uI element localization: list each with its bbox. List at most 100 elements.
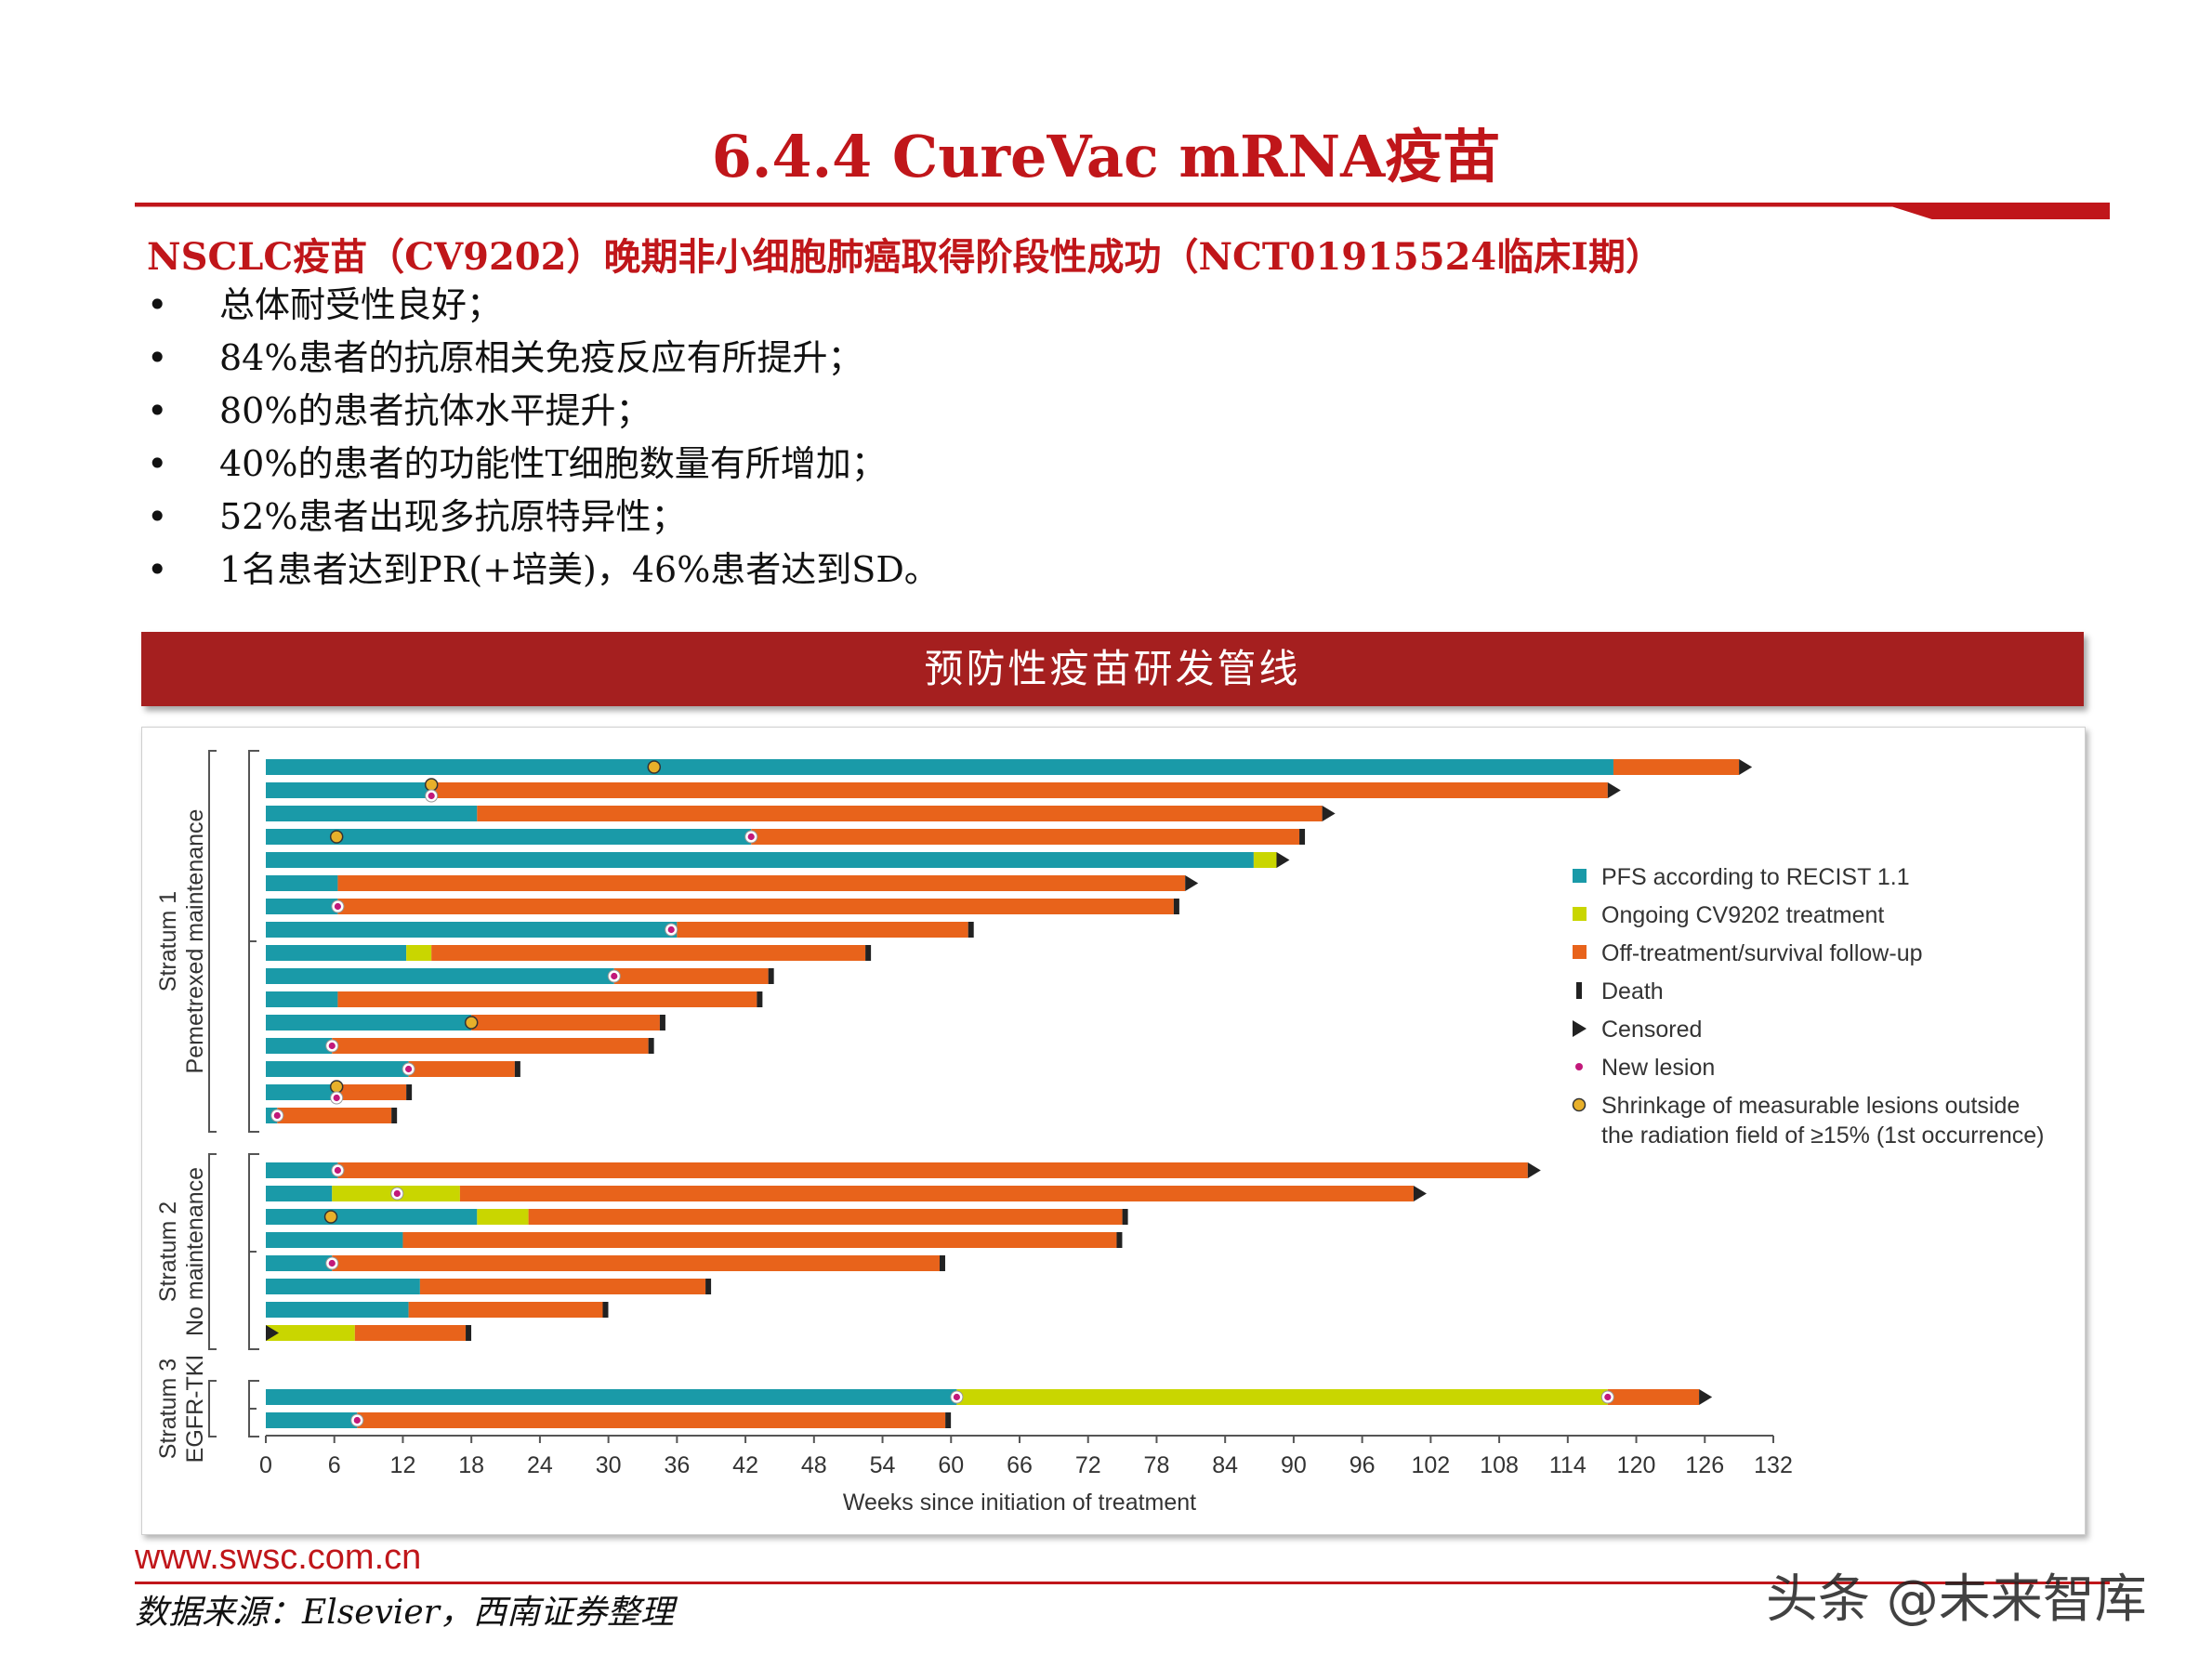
patient-bar-off bbox=[419, 1279, 706, 1294]
patient-bar-pfs bbox=[266, 1209, 478, 1225]
x-tick-label: 126 bbox=[1685, 1452, 1724, 1478]
legend-swatch-new-lesion bbox=[1575, 1063, 1583, 1070]
bullet-symbol: • bbox=[147, 284, 168, 325]
footer-url[interactable]: www.swsc.com.cn bbox=[135, 1538, 422, 1577]
death-marker bbox=[757, 991, 763, 1007]
death-marker bbox=[466, 1325, 472, 1341]
patient-bar-off bbox=[1613, 759, 1740, 775]
stratum-outer-bracket bbox=[208, 1153, 217, 1350]
title-divider bbox=[135, 203, 2110, 219]
legend-swatch-off bbox=[1573, 945, 1587, 959]
patient-bar-pfs bbox=[266, 1038, 333, 1054]
bullet-item: • 总体耐受性良好； bbox=[147, 279, 940, 332]
stratum-label: Stratum 3 bbox=[155, 1359, 181, 1459]
new-lesion-marker bbox=[353, 1416, 361, 1424]
x-tick-label: 18 bbox=[458, 1452, 484, 1478]
stratum-sublabel: No maintenance bbox=[182, 1167, 208, 1336]
stratum-label: Stratum 1 bbox=[155, 891, 181, 991]
death-marker bbox=[705, 1279, 712, 1294]
footer-divider bbox=[135, 1582, 2110, 1584]
patient-bar-pfs bbox=[266, 1162, 338, 1178]
x-tick-label: 114 bbox=[1549, 1452, 1587, 1478]
new-lesion-marker bbox=[328, 1259, 336, 1267]
patient-bar-off bbox=[677, 922, 968, 938]
new-lesion-marker bbox=[953, 1393, 961, 1401]
patient-bar-off bbox=[332, 1038, 649, 1054]
watermark: 头条 @未来智库 bbox=[1766, 1569, 2147, 1630]
patient-bar-off bbox=[354, 1325, 467, 1341]
patient-bar-off bbox=[477, 806, 1323, 821]
x-tick-label: 48 bbox=[801, 1452, 827, 1478]
patient-bar-pfs bbox=[266, 899, 338, 914]
bullet-item: • 84%患者的抗原相关免疫反应有所提升； bbox=[147, 332, 940, 385]
legend-label: the radiation field of ≥15% (1st occurre… bbox=[1601, 1122, 2044, 1149]
x-tick-label: 108 bbox=[1480, 1452, 1519, 1478]
bullet-item: • 1名患者达到PR(+培美)，46%患者达到SD。 bbox=[147, 544, 940, 597]
death-marker bbox=[602, 1302, 609, 1318]
patient-bar-off bbox=[336, 1084, 407, 1100]
bullet-text: 1名患者达到PR(+培美)，46%患者达到SD。 bbox=[219, 549, 940, 590]
death-marker bbox=[648, 1038, 654, 1054]
stratum-sublabel: EGFR-TKI bbox=[182, 1355, 208, 1464]
legend-label: Death bbox=[1601, 978, 1664, 1004]
patient-bar-pfs bbox=[266, 782, 432, 798]
bullet-symbol: • bbox=[147, 549, 168, 590]
patient-bar-off bbox=[528, 1209, 1123, 1225]
x-tick-label: 30 bbox=[596, 1452, 622, 1478]
patient-bar-pfs bbox=[266, 852, 1254, 868]
death-marker bbox=[945, 1412, 952, 1428]
x-tick-label: 54 bbox=[870, 1452, 896, 1478]
bullet-text: 84%患者的抗原相关免疫反应有所提升； bbox=[219, 337, 863, 378]
patient-bar-off bbox=[471, 1015, 660, 1030]
x-tick-label: 42 bbox=[732, 1452, 758, 1478]
x-tick-label: 72 bbox=[1075, 1452, 1101, 1478]
legend-swatch-death bbox=[1576, 982, 1582, 999]
patient-bar-ongoing bbox=[477, 1209, 529, 1225]
censored-marker bbox=[1185, 875, 1199, 891]
patient-bar-off bbox=[431, 945, 866, 961]
legend-swatch-pfs bbox=[1573, 869, 1587, 883]
patient-bar-pfs bbox=[266, 1389, 957, 1405]
x-tick-label: 120 bbox=[1617, 1452, 1656, 1478]
shrinkage-marker bbox=[329, 1080, 344, 1094]
patient-bar-off bbox=[613, 968, 769, 984]
patient-bar-pfs bbox=[266, 1232, 403, 1248]
new-lesion-marker bbox=[667, 925, 675, 934]
patient-bar-off bbox=[337, 1162, 1528, 1178]
patient-bar-off bbox=[408, 1302, 603, 1318]
legend-label: PFS according to RECIST 1.1 bbox=[1601, 864, 1910, 890]
stratum-sublabel: Pemetrexed maintenance bbox=[182, 809, 208, 1074]
patient-bar-off bbox=[337, 875, 1186, 891]
shrinkage-marker bbox=[323, 1210, 338, 1224]
death-marker bbox=[1116, 1232, 1123, 1248]
bullet-symbol: • bbox=[147, 390, 168, 431]
patient-bar-ongoing bbox=[266, 1325, 355, 1341]
death-marker bbox=[391, 1108, 398, 1123]
x-tick-label: 36 bbox=[664, 1452, 690, 1478]
stratum-outer-bracket bbox=[208, 750, 217, 1133]
new-lesion-marker bbox=[333, 1094, 340, 1102]
x-tick-label: 24 bbox=[527, 1452, 553, 1478]
death-marker bbox=[514, 1061, 520, 1077]
x-tick-label: 132 bbox=[1754, 1452, 1793, 1478]
bullet-item: • 52%患者出现多抗原特异性； bbox=[147, 491, 940, 544]
legend-label: Shrinkage of measurable lesions outside bbox=[1601, 1093, 2020, 1119]
censored-marker bbox=[266, 1325, 279, 1341]
patient-bar-pfs bbox=[266, 759, 1613, 775]
x-tick-label: 78 bbox=[1144, 1452, 1170, 1478]
patient-bar-ongoing bbox=[956, 1389, 1608, 1405]
patient-bar-off bbox=[337, 991, 757, 1007]
legend-label: Censored bbox=[1601, 1017, 1702, 1043]
x-tick-label: 66 bbox=[1007, 1452, 1033, 1478]
censored-marker bbox=[1739, 759, 1753, 775]
bullet-symbol: • bbox=[147, 496, 168, 537]
patient-bar-pfs bbox=[266, 1186, 333, 1201]
patient-bar-off bbox=[431, 782, 1608, 798]
shrinkage-marker bbox=[464, 1016, 479, 1030]
patient-bar-off bbox=[277, 1108, 392, 1123]
x-tick-label: 96 bbox=[1350, 1452, 1376, 1478]
new-lesion-marker bbox=[334, 1166, 342, 1175]
patient-bar-pfs bbox=[266, 875, 338, 891]
bullet-text: 40%的患者的功能性T细胞数量有所增加； bbox=[219, 443, 887, 484]
patient-bar-off bbox=[408, 1061, 515, 1077]
